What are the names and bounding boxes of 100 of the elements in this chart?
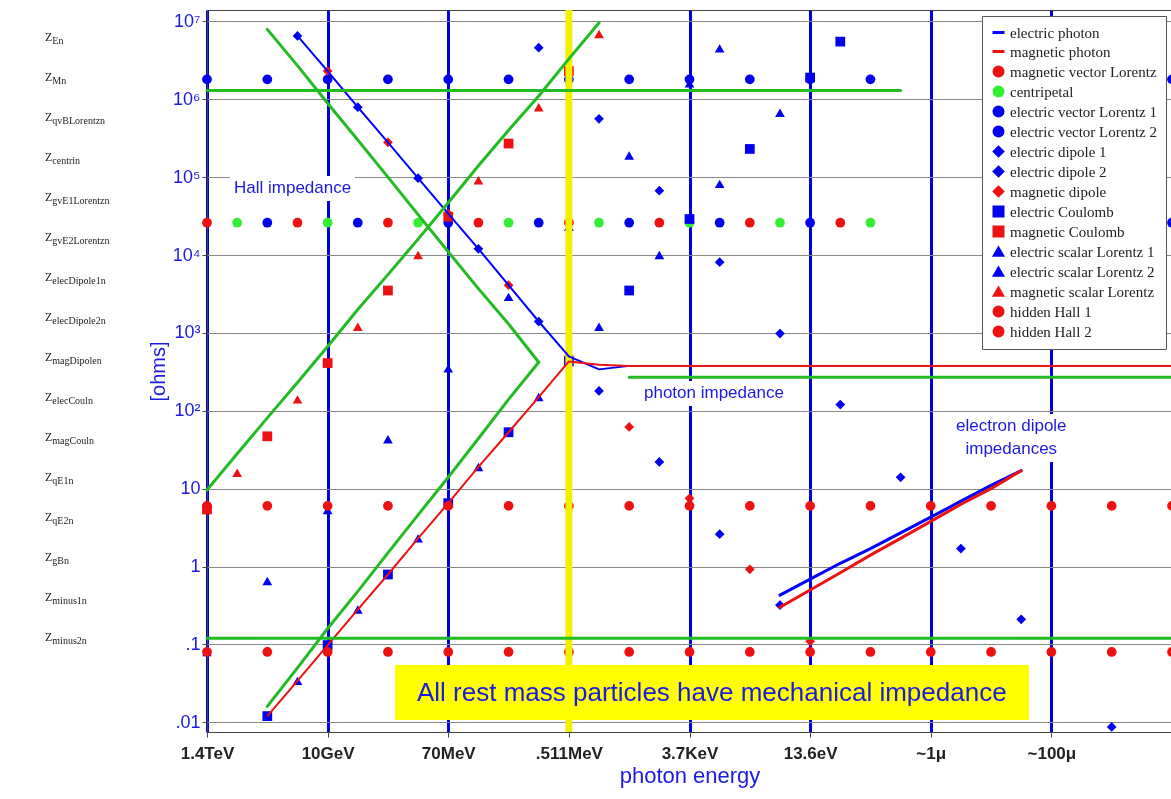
x-tick-label: 70MeV bbox=[421, 743, 477, 763]
point bbox=[232, 468, 243, 477]
legend-label: magnetic scalar Lorentz bbox=[1010, 283, 1155, 300]
point bbox=[1106, 501, 1117, 511]
annotation: All rest mass particles have mechanical impedance bbox=[395, 665, 1029, 721]
point bbox=[624, 647, 635, 657]
point bbox=[352, 322, 363, 331]
point bbox=[624, 422, 635, 432]
point bbox=[594, 386, 604, 396]
point bbox=[383, 647, 393, 657]
point bbox=[413, 250, 423, 260]
point bbox=[594, 29, 604, 39]
point bbox=[262, 217, 273, 228]
point bbox=[1016, 614, 1027, 625]
point bbox=[714, 217, 725, 228]
y-tick-label: .1 bbox=[185, 633, 201, 654]
point bbox=[714, 179, 725, 189]
point bbox=[744, 564, 755, 575]
x-tick-label: 13.6eV bbox=[783, 743, 839, 763]
point bbox=[1046, 647, 1057, 657]
point bbox=[533, 217, 544, 228]
legend-label: hidden Hall 2 bbox=[1010, 323, 1092, 340]
point bbox=[744, 74, 755, 85]
point bbox=[292, 395, 303, 404]
y-tick-label: 1 bbox=[190, 556, 201, 577]
point bbox=[383, 501, 393, 511]
point bbox=[835, 399, 846, 410]
point bbox=[383, 435, 393, 444]
point bbox=[895, 472, 906, 483]
point bbox=[262, 74, 273, 85]
y-tick-label: 10³ bbox=[174, 322, 201, 343]
legend-label: electric vector Lorentz 1 bbox=[1010, 103, 1157, 120]
point bbox=[624, 285, 635, 296]
point bbox=[744, 647, 755, 657]
legend-label: electric scalar Lorentz 1 bbox=[1010, 243, 1155, 260]
point bbox=[714, 529, 725, 540]
y-tick-label: 10⁷ bbox=[173, 10, 201, 31]
point bbox=[986, 647, 996, 657]
y-axis-title: [ohms] bbox=[146, 341, 169, 402]
point bbox=[352, 217, 363, 228]
annotation: electron dipole impedances bbox=[952, 414, 1071, 462]
point bbox=[654, 457, 665, 467]
point bbox=[503, 647, 514, 657]
point bbox=[744, 501, 755, 511]
point bbox=[262, 431, 273, 442]
x-tick-label: ~1μ bbox=[916, 743, 947, 763]
point bbox=[533, 103, 544, 112]
annotation: photon impedance bbox=[640, 381, 788, 406]
point bbox=[503, 292, 514, 302]
y-tick-label: 10⁵ bbox=[173, 166, 201, 187]
point bbox=[624, 74, 635, 85]
point bbox=[262, 576, 273, 586]
point bbox=[232, 217, 243, 228]
point bbox=[865, 501, 876, 511]
legend-label: centripetal bbox=[1010, 83, 1074, 100]
point bbox=[202, 217, 212, 228]
x-tick-label: 1.4TeV bbox=[180, 743, 235, 763]
point bbox=[594, 217, 604, 228]
point bbox=[594, 322, 604, 331]
point bbox=[503, 501, 514, 511]
point bbox=[322, 358, 333, 368]
point bbox=[594, 113, 604, 124]
legend-label: hidden Hall 1 bbox=[1010, 303, 1092, 320]
annotation: Hall impedance bbox=[230, 176, 356, 201]
y-tick-label: 10⁴ bbox=[172, 244, 201, 265]
x-tick-label: 3.7KeV bbox=[661, 743, 720, 763]
legend-label: magnetic photon bbox=[1010, 43, 1111, 60]
point bbox=[383, 217, 393, 228]
legend-label: electric scalar Lorentz 2 bbox=[1010, 263, 1155, 280]
point bbox=[805, 647, 815, 657]
point bbox=[503, 217, 514, 228]
point bbox=[775, 328, 785, 339]
point bbox=[986, 501, 996, 511]
x-axis-title: photon energy bbox=[619, 762, 761, 788]
point bbox=[744, 144, 755, 154]
legend-label: electric photon bbox=[1010, 24, 1101, 41]
legend-label: electric Coulomb bbox=[1010, 203, 1114, 220]
point bbox=[956, 543, 966, 554]
y-tick-label: 10 bbox=[180, 478, 201, 499]
legend-label: electric dipole 1 bbox=[1010, 143, 1107, 160]
point bbox=[624, 151, 635, 160]
point bbox=[443, 647, 454, 657]
point bbox=[1106, 722, 1117, 732]
x-tick-label: .511MeV bbox=[535, 743, 604, 763]
point bbox=[654, 217, 665, 228]
point bbox=[443, 74, 454, 85]
point bbox=[925, 501, 936, 511]
legend-label: magnetic Coulomb bbox=[1010, 223, 1125, 240]
point bbox=[835, 217, 846, 228]
y-tick-label: .01 bbox=[175, 711, 201, 732]
point bbox=[503, 74, 514, 85]
legend-label: magnetic vector Lorentz bbox=[1010, 63, 1157, 80]
point bbox=[202, 74, 212, 85]
point bbox=[684, 647, 695, 657]
legend-label: electric dipole 2 bbox=[1010, 163, 1107, 180]
point bbox=[413, 217, 423, 228]
point bbox=[533, 42, 544, 53]
point bbox=[714, 257, 725, 268]
point bbox=[473, 176, 484, 185]
point bbox=[654, 250, 665, 260]
